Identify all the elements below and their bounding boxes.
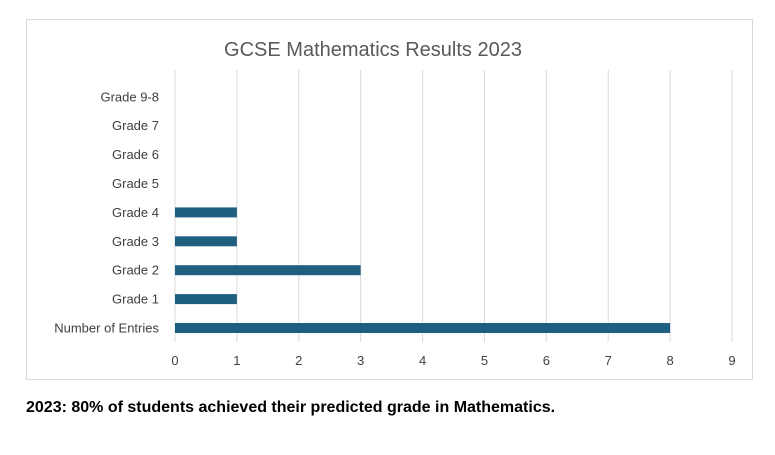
category-label: Grade 4 [112, 205, 159, 220]
category-labels: Number of Entries Grade 1 Grade 2 Grade 3 Gr… [54, 89, 159, 335]
bar-grade-2 [175, 265, 361, 276]
x-tick-label: 3 [357, 353, 364, 368]
chart-area: GCSE Mathematics Results 2023 Number of … [26, 19, 753, 380]
x-tick-label: 5 [481, 353, 488, 368]
x-tick-label: 0 [171, 353, 178, 368]
x-tick-label: 4 [419, 353, 426, 368]
x-tick-label: 2 [295, 353, 302, 368]
category-label: Grade 3 [112, 234, 159, 249]
category-label: Grade 5 [112, 176, 159, 191]
bar-chart: GCSE Mathematics Results 2023 Number of … [54, 39, 735, 368]
gridlines [174, 70, 733, 342]
x-axis-tick-labels: 0 1 2 3 4 5 6 7 8 9 [171, 353, 735, 368]
category-label: Grade 6 [112, 147, 159, 162]
bars [175, 207, 671, 333]
x-tick-label: 1 [233, 353, 240, 368]
category-label: Number of Entries [54, 321, 159, 336]
x-tick-label: 6 [543, 353, 550, 368]
bar-grade-3 [175, 236, 237, 247]
category-label: Grade 9-8 [100, 89, 159, 104]
bar-grade-1 [175, 294, 237, 305]
bar-grade-4 [175, 207, 237, 218]
x-tick-label: 9 [728, 353, 735, 368]
x-tick-label: 7 [605, 353, 612, 368]
category-label: Grade 1 [112, 292, 159, 307]
category-label: Grade 7 [112, 118, 159, 133]
x-tick-label: 8 [666, 353, 673, 368]
bar-number-of-entries [175, 323, 671, 333]
results-caption: 2023: 80% of students achieved their pre… [26, 399, 556, 416]
category-label: Grade 2 [112, 263, 159, 278]
chart-title: GCSE Mathematics Results 2023 [224, 39, 522, 61]
